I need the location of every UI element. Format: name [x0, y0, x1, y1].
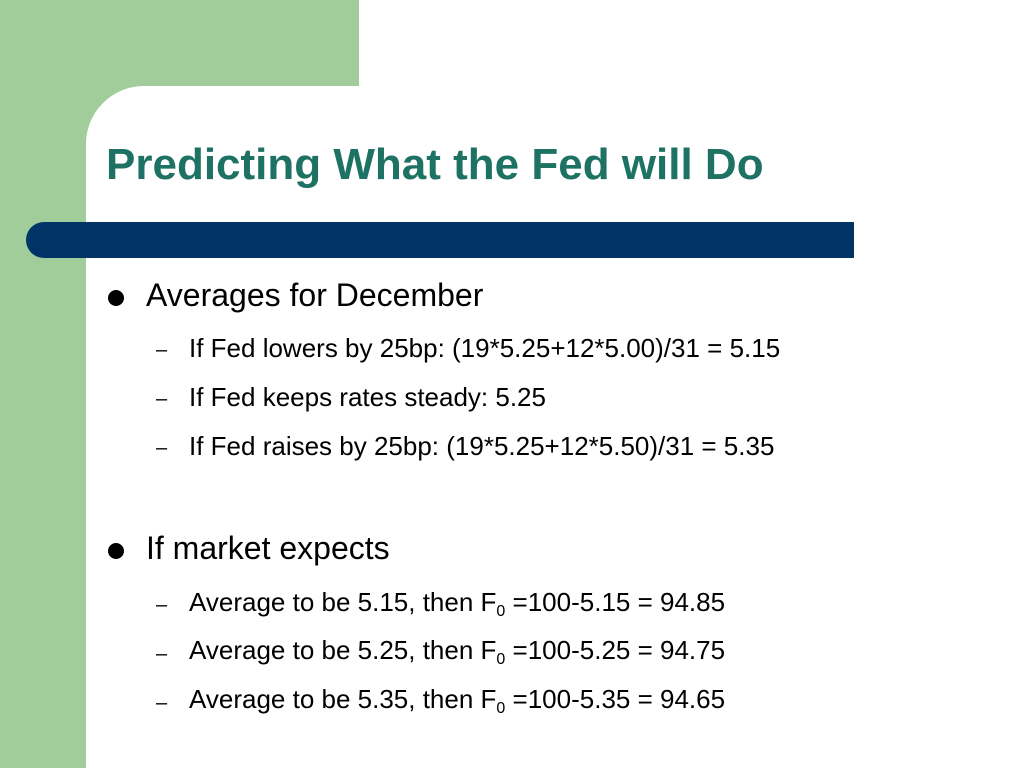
dash-icon: – — [156, 437, 168, 459]
bullet-dot-icon — [108, 290, 124, 306]
sub-bullet-expect-525: Average to be 5.25, then F0 =100-5.25 = … — [189, 635, 726, 668]
sub-bullet-fed-lowers: If Fed lowers by 25bp: (19*5.25+12*5.00)… — [189, 333, 781, 363]
content-panel — [86, 86, 1024, 768]
sub-bullet-fed-raises: If Fed raises by 25bp: (19*5.25+12*5.50)… — [189, 431, 775, 461]
dash-icon: – — [156, 339, 168, 361]
sub-bullet-expect-535: Average to be 5.35, then F0 =100-5.35 = … — [189, 684, 726, 717]
bullet-dot-icon — [108, 543, 124, 559]
dash-icon: – — [156, 643, 168, 665]
sub-bullet-fed-steady: If Fed keeps rates steady: 5.25 — [189, 382, 546, 412]
dash-icon: – — [156, 388, 168, 410]
sub-bullet-expect-515: Average to be 5.15, then F0 =100-5.15 = … — [189, 587, 726, 620]
dash-icon: – — [156, 692, 168, 714]
slide-title: Predicting What the Fed will Do — [106, 140, 764, 189]
bullet-if-market-expects: If market expects — [146, 530, 390, 566]
title-underline-bar — [26, 222, 854, 258]
bullet-averages-for-december: Averages for December — [146, 277, 484, 313]
dash-icon: – — [156, 594, 168, 616]
